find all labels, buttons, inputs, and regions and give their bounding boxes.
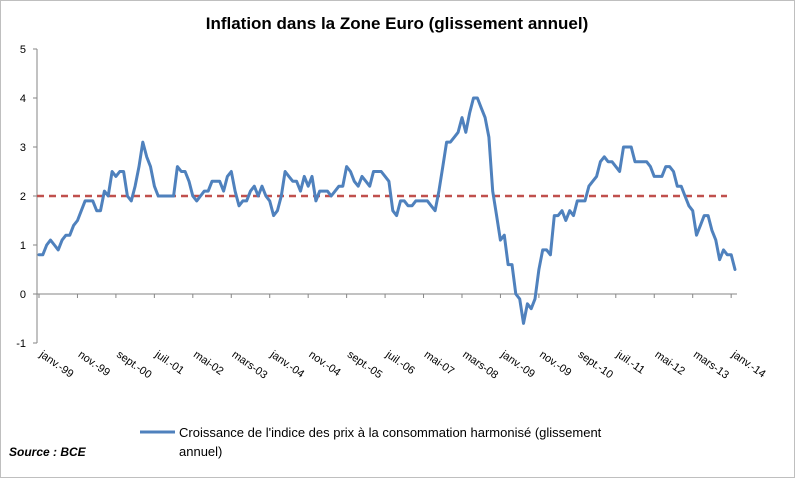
- y-tick-label: -1: [16, 338, 26, 350]
- x-axis: janv.-99 nov.-99 sept.-00 juil.-01 mai-02 mar…: [36, 293, 768, 382]
- legend-label-line: Croissance de l'indice des prix à la con…: [179, 425, 602, 440]
- chart-title: Inflation dans la Zone Euro (glissement …: [206, 14, 589, 33]
- legend-label-line: annuel): [179, 444, 222, 459]
- x-tick-label: janv.-14: [729, 348, 768, 380]
- legend: Croissance de l'indice des prix à la con…: [140, 425, 602, 459]
- x-tick-label: mai-02: [191, 349, 225, 378]
- x-tick-label: mai-12: [653, 349, 687, 378]
- x-tick-label: juil.-01: [152, 348, 186, 377]
- x-tick-label: mai-07: [422, 349, 456, 378]
- x-tick-label: juil.-11: [613, 348, 647, 377]
- x-tick-label: nov.-99: [76, 349, 112, 379]
- y-tick-label: 2: [20, 191, 26, 203]
- x-tick-label: sept.-00: [114, 349, 153, 382]
- y-axis: 5 4 3 2 1 0 -1: [16, 44, 38, 350]
- x-tick-label: janv.-99: [36, 348, 75, 380]
- x-tick-label: mars-08: [460, 349, 500, 382]
- y-tick-label: 4: [20, 93, 26, 105]
- x-tick-label: nov.-09: [537, 349, 573, 379]
- x-tick-label: mars-13: [691, 349, 731, 382]
- x-tick-label: juil.-06: [383, 348, 417, 377]
- x-tick-label: sept.-10: [576, 349, 615, 382]
- y-tick-label: 5: [20, 44, 26, 56]
- y-tick-label: 3: [20, 142, 26, 154]
- x-tick-label: janv.-09: [498, 348, 537, 380]
- x-tick-label: mars-03: [230, 349, 270, 382]
- series-line-hicp: [37, 96, 737, 325]
- y-tick-label: 0: [20, 289, 26, 301]
- y-tick-label: 1: [20, 240, 26, 252]
- x-tick-label: nov.-04: [306, 349, 342, 379]
- x-tick-label: sept.-05: [345, 349, 384, 382]
- x-tick-label: janv.-04: [267, 348, 306, 380]
- source-note: Source : BCE: [9, 445, 87, 459]
- legend-label: Croissance de l'indice des prix à la con…: [179, 425, 602, 459]
